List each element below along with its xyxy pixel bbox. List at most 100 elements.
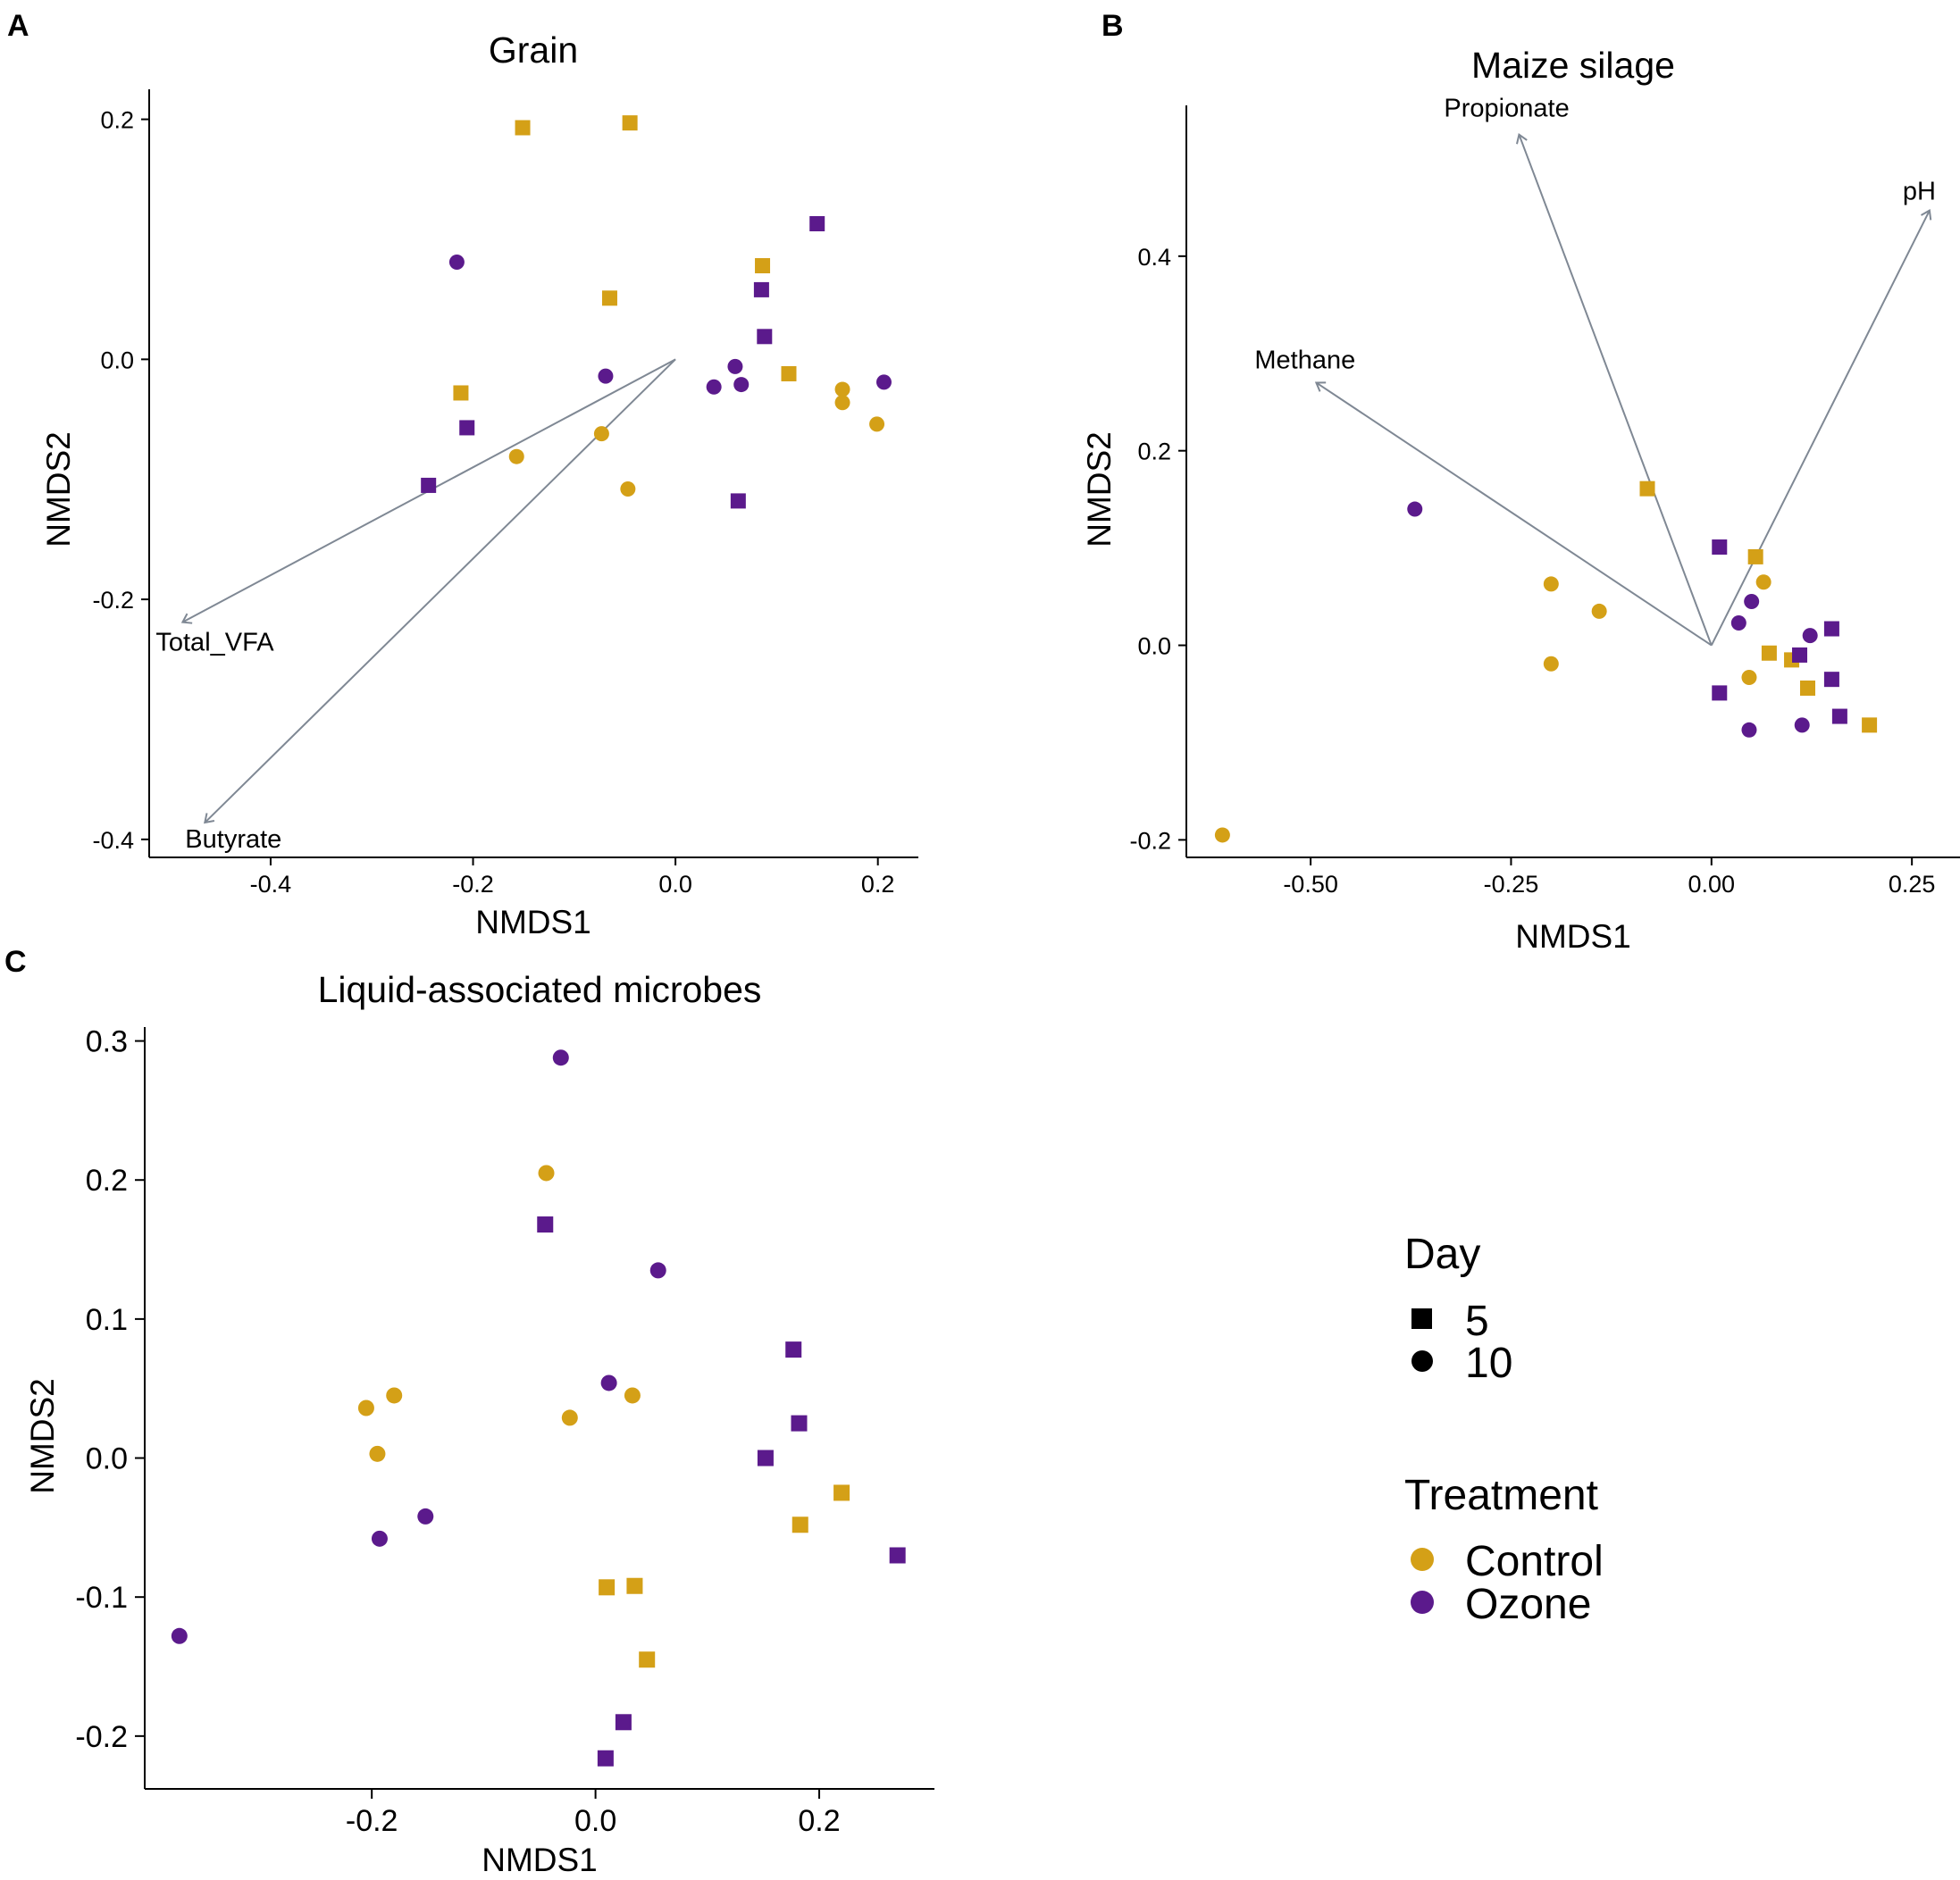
vector-arrow-ph xyxy=(1710,209,1932,646)
x-tick-label: 0.25 xyxy=(1889,871,1936,898)
data-point-circle xyxy=(1744,594,1760,610)
panel-letter-b: B xyxy=(1101,9,1124,43)
data-point-circle xyxy=(598,368,614,384)
y-tick-label: 0.3 xyxy=(86,1025,128,1059)
data-point-circle xyxy=(552,1049,569,1066)
axes: -0.4 -0.2 0.0 0.2 -0.4 -0.2 0.0 0.2 xyxy=(92,89,918,898)
data-point-circle xyxy=(869,416,885,432)
y-tick-label: 0.0 xyxy=(1137,633,1171,660)
data-point-square xyxy=(453,385,469,401)
data-point-square xyxy=(753,281,769,297)
panel-letter-a: A xyxy=(7,9,29,43)
data-point-circle xyxy=(593,426,609,442)
data-point-circle xyxy=(448,255,465,270)
data-point-square xyxy=(597,1750,614,1767)
x-tick-label: 0.0 xyxy=(574,1804,616,1838)
data-point-circle xyxy=(1741,722,1757,738)
data-point-circle xyxy=(1755,574,1772,590)
x-tick-label: -0.2 xyxy=(346,1804,398,1838)
y-tick-label: 0.2 xyxy=(1137,439,1171,465)
data-point-square xyxy=(889,1547,906,1564)
x-tick-label: -0.4 xyxy=(250,871,292,898)
data-point-square xyxy=(1792,647,1808,663)
panel-maize-silage: B Maize silage Propionate pH Methane -0.50… xyxy=(1081,9,1960,955)
y-axis-title: NMDS2 xyxy=(40,431,77,547)
data-point-circle xyxy=(1543,576,1559,592)
data-point-square xyxy=(1747,548,1763,564)
data-point-square xyxy=(622,115,638,131)
data-point-circle xyxy=(538,1165,555,1182)
data-point-square xyxy=(515,120,531,136)
x-tick-label: -0.25 xyxy=(1484,871,1539,898)
axes: -0.2 0.0 0.2 -0.2 -0.1 0.0 0.1 0.2 0.3 xyxy=(75,1025,934,1838)
data-point-square xyxy=(791,1415,808,1432)
data-point-circle xyxy=(1730,614,1746,631)
data-point-circle xyxy=(1407,501,1423,517)
data-point-circle xyxy=(508,448,524,464)
data-point-square xyxy=(833,1484,850,1501)
data-point-square xyxy=(599,1579,616,1596)
legend: Day 5 10 Treatment Control Ozone xyxy=(1404,1231,1604,1628)
x-axis-title: NMDS1 xyxy=(482,1842,598,1876)
y-axis-title: NMDS2 xyxy=(24,1378,61,1494)
data-point-circle xyxy=(417,1508,434,1525)
data-point-circle xyxy=(600,1374,617,1391)
data-point-square xyxy=(1799,680,1815,696)
data-points xyxy=(171,1049,906,1767)
chart-title-maize-silage: Maize silage xyxy=(1471,45,1675,86)
x-axis-title: NMDS1 xyxy=(475,904,591,940)
x-axis-title: NMDS1 xyxy=(1515,918,1631,955)
data-point-square xyxy=(626,1577,643,1594)
data-point-square xyxy=(601,290,617,306)
data-points xyxy=(1214,480,1878,843)
legend-label-day-5: 5 xyxy=(1465,1298,1489,1345)
data-point-circle xyxy=(706,379,722,395)
data-point-circle xyxy=(1794,717,1810,733)
panel-liquid-associated: C Liquid-associated microbes -0.2 0.0 0.2-… xyxy=(4,945,934,1878)
data-point-circle xyxy=(620,480,636,497)
data-point-square xyxy=(1823,621,1839,637)
x-tick-label: 0.0 xyxy=(658,871,692,898)
data-point-circle xyxy=(834,395,850,411)
data-point-square xyxy=(1862,717,1878,733)
x-tick-label: -0.2 xyxy=(452,871,494,898)
data-point-circle xyxy=(357,1400,374,1416)
biplot-vectors: Propionate pH Methane xyxy=(1254,95,1936,647)
data-point-circle xyxy=(733,377,750,393)
data-point-square xyxy=(1712,539,1728,556)
legend-square-swatch xyxy=(1411,1308,1432,1329)
data-point-circle xyxy=(1214,827,1230,843)
x-tick-label: 0.00 xyxy=(1688,871,1736,898)
data-point-square xyxy=(757,1450,774,1466)
data-point-circle xyxy=(171,1627,188,1644)
data-point-circle xyxy=(875,374,892,390)
data-point-circle xyxy=(1591,603,1607,619)
vector-label: pH xyxy=(1903,178,1936,206)
legend-title-treatment: Treatment xyxy=(1404,1472,1598,1519)
chart-title-grain: Grain xyxy=(489,29,578,71)
data-point-square xyxy=(809,216,825,231)
y-tick-label: -0.1 xyxy=(75,1581,128,1615)
panel-letter-c: C xyxy=(4,945,27,979)
y-axis-title: NMDS2 xyxy=(1081,431,1118,547)
vector-label: Methane xyxy=(1254,346,1355,374)
data-point-square xyxy=(421,477,437,493)
data-point-circle xyxy=(1802,628,1818,644)
data-point-circle xyxy=(371,1530,388,1547)
y-tick-label: -0.4 xyxy=(92,827,134,854)
legend-label-day-10: 10 xyxy=(1465,1340,1512,1387)
y-tick-label: 0.2 xyxy=(86,1164,128,1198)
data-point-circle xyxy=(649,1262,666,1279)
vector-label: Total_VFA xyxy=(155,629,274,657)
y-tick-label: -0.2 xyxy=(1129,827,1171,854)
vector-label: Butyrate xyxy=(185,825,281,854)
data-point-square xyxy=(459,420,475,436)
y-tick-label: 0.2 xyxy=(100,107,134,134)
data-point-square xyxy=(1823,672,1839,688)
data-point-square xyxy=(1831,708,1847,724)
y-tick-label: -0.2 xyxy=(75,1720,128,1754)
data-point-square xyxy=(639,1651,656,1668)
vector-label: Propionate xyxy=(1444,95,1569,123)
